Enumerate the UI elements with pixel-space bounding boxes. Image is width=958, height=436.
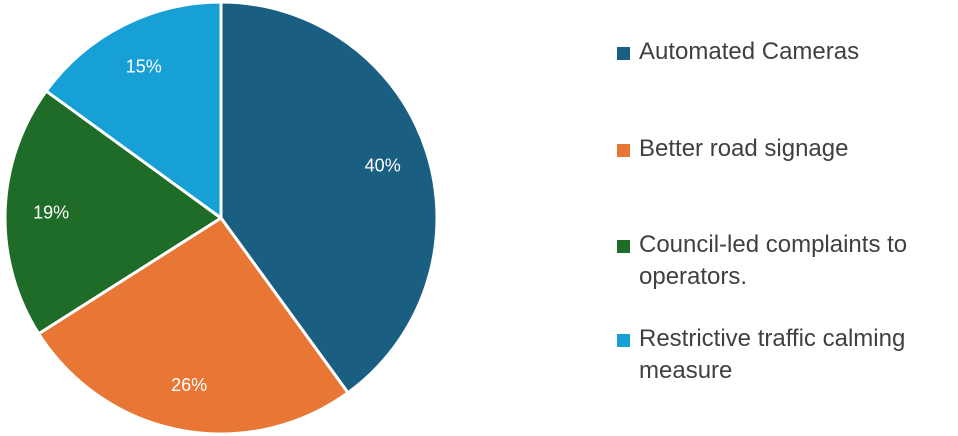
- legend-swatch: [617, 240, 630, 253]
- pie-slice-2: [37, 216, 350, 436]
- legend-label: Restrictive traffic calming measure: [639, 325, 906, 384]
- pie-slice-4: [44, 0, 223, 220]
- legend-swatch: [617, 144, 630, 157]
- legend-swatch: [617, 334, 630, 347]
- data-label-3: 19%: [33, 203, 69, 223]
- legend-item-council-led-complaints: Council-led complaints to operators.: [617, 229, 957, 293]
- legend-item-automated-cameras: Automated Cameras: [617, 36, 957, 68]
- legend-item-restrictive-traffic-calming: Restrictive traffic calming measure: [617, 323, 957, 387]
- legend-label: Automated Cameras: [639, 38, 860, 65]
- legend-item-better-road-signage: Better road signage: [617, 133, 957, 165]
- data-label-4: 15%: [126, 57, 162, 77]
- data-label-1: 40%: [365, 156, 401, 176]
- pie-slice-3: [3, 89, 223, 336]
- legend-label: Better road signage: [639, 135, 849, 162]
- pie-data-labels: 40% 26% 19% 15%: [33, 57, 401, 396]
- pie-slices: [3, 0, 439, 436]
- data-label-2: 26%: [171, 375, 207, 395]
- legend-swatch: [617, 47, 630, 60]
- legend-label: Council-led complaints to operators.: [639, 231, 908, 290]
- pie-slice-1: [219, 0, 439, 395]
